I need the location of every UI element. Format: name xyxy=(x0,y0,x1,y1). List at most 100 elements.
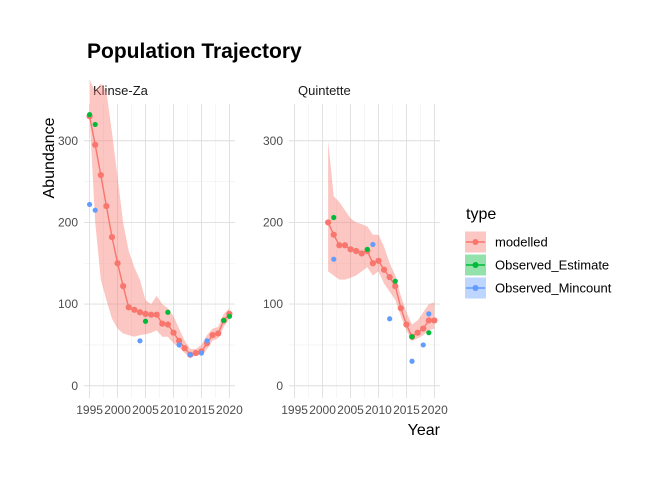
x-tick-label: 2015 xyxy=(188,403,215,417)
observed-estimate-point xyxy=(364,246,370,252)
x-tick-label: 2000 xyxy=(309,403,336,417)
modelled-point xyxy=(341,242,349,249)
observed-mincount-point xyxy=(370,241,376,248)
modelled-point xyxy=(386,274,393,281)
modelled-point xyxy=(414,329,421,336)
y-tick-label: 200 xyxy=(263,215,283,229)
modelled-point xyxy=(397,305,404,312)
observed-mincount-point xyxy=(92,207,98,213)
observed-estimate-point xyxy=(165,309,171,315)
x-tick-label: 2010 xyxy=(160,403,187,417)
observed-mincount-point xyxy=(420,342,426,348)
legend-key-point xyxy=(472,262,479,268)
modelled-point xyxy=(170,329,177,336)
observed-mincount-point xyxy=(137,338,143,344)
observed-estimate-point xyxy=(392,278,398,284)
modelled-point xyxy=(330,231,337,238)
chart-title: Population Trajectory xyxy=(87,40,302,63)
observed-mincount-point xyxy=(409,358,415,364)
observed-mincount-point xyxy=(86,201,93,208)
observed-estimate-point xyxy=(226,313,233,319)
modelled-point xyxy=(114,260,121,267)
modelled-point xyxy=(353,247,360,255)
modelled-point xyxy=(142,310,149,317)
observed-estimate-point xyxy=(92,121,98,128)
observed-mincount-point xyxy=(426,311,432,317)
legend-entry-label: Observed_Estimate xyxy=(495,258,609,273)
modelled-point xyxy=(192,349,199,357)
observed-estimate-point xyxy=(86,112,93,118)
observed-estimate-point xyxy=(409,334,415,340)
modelled-point xyxy=(375,257,382,264)
modelled-point xyxy=(369,260,376,267)
modelled-point xyxy=(159,320,166,327)
y-tick-label: 100 xyxy=(58,297,78,311)
y-axis-title: Abundance xyxy=(41,117,58,198)
legend-entry-observed-estimate: Observed_Estimate xyxy=(465,254,609,276)
facet-strip-label: Quintette xyxy=(298,83,351,98)
modelled-point xyxy=(425,317,432,324)
observed-estimate-point xyxy=(142,318,149,324)
modelled-point xyxy=(325,219,332,226)
modelled-confidence-ribbon xyxy=(328,140,435,341)
x-tick-label: 2020 xyxy=(216,403,243,417)
modelled-point xyxy=(420,325,427,332)
y-tick-label: 300 xyxy=(263,134,283,148)
x-tick-label: 2005 xyxy=(337,403,364,417)
x-tick-label: 2020 xyxy=(421,403,448,417)
legend-entry-label: modelled xyxy=(495,235,548,250)
legend-entry-observed-mincount: Observed_Mincount xyxy=(465,277,612,299)
facet-strip-label: Klinse-Za xyxy=(93,83,149,98)
modelled-point xyxy=(97,171,104,179)
legend: type modelled Observed_Estimate Observed_M… xyxy=(465,206,612,299)
x-axis-title: Year xyxy=(408,422,441,439)
modelled-point xyxy=(125,304,132,311)
modelled-point xyxy=(153,311,160,318)
modelled-point xyxy=(336,242,343,249)
modelled-point xyxy=(431,317,438,324)
modelled-point xyxy=(103,202,110,210)
y-tick-label: 200 xyxy=(58,215,78,229)
modelled-point xyxy=(164,321,171,328)
observed-mincount-point xyxy=(198,350,205,356)
facet-klinse-za: Klinse-Za 1995 2000 2005 2010 2015 2020 0 100 200… xyxy=(58,79,243,417)
x-tick-label: 2005 xyxy=(132,403,159,417)
observed-mincount-point xyxy=(387,316,393,322)
legend-entry-label: Observed_Mincount xyxy=(495,281,612,296)
facet-quintette: Quintette 1995 2000 2005 2010 2015 2020 0 100 200… xyxy=(263,83,448,417)
modelled-point xyxy=(131,306,138,313)
observed-estimate-point xyxy=(426,330,432,336)
observed-mincount-point xyxy=(176,342,182,348)
x-tick-label: 1995 xyxy=(76,403,103,417)
modelled-point xyxy=(181,345,188,352)
x-tick-label: 2010 xyxy=(365,403,392,417)
legend-entry-modelled: modelled xyxy=(465,231,548,253)
x-tick-label: 2000 xyxy=(104,403,131,417)
modelled-point xyxy=(380,266,388,273)
modelled-point xyxy=(215,330,222,337)
modelled-point xyxy=(347,246,354,253)
x-tick-label: 1995 xyxy=(281,403,308,417)
modelled-point xyxy=(403,321,410,328)
y-tick-label: 100 xyxy=(263,297,283,311)
observed-mincount-point xyxy=(187,352,193,358)
observed-estimate-point xyxy=(221,317,227,324)
modelled-point xyxy=(136,309,144,316)
y-tick-label: 300 xyxy=(58,134,78,148)
y-tick-label: 0 xyxy=(71,379,78,393)
modelled-point xyxy=(108,234,116,241)
modelled-point xyxy=(92,141,99,148)
legend-title: type xyxy=(466,206,496,223)
x-tick-label: 2015 xyxy=(393,403,420,417)
modelled-point xyxy=(358,250,365,257)
observed-mincount-point xyxy=(204,338,210,344)
modelled-point xyxy=(175,337,183,344)
y-tick-label: 0 xyxy=(276,379,283,393)
modelled-point xyxy=(209,332,216,339)
modelled-point xyxy=(392,283,399,290)
observed-mincount-point xyxy=(331,256,337,262)
legend-key-point xyxy=(472,239,479,245)
modelled-point xyxy=(148,311,155,318)
